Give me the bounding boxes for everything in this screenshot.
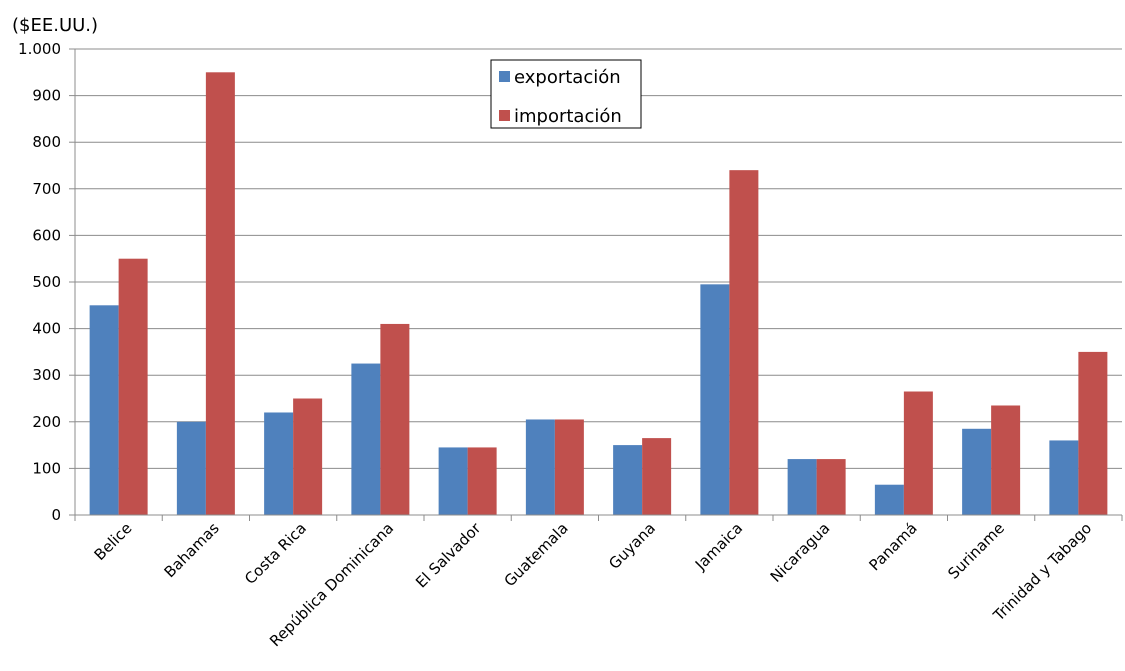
bar-exportación	[962, 428, 992, 515]
bar-importación	[1078, 351, 1108, 515]
y-tick-label: 700	[32, 180, 61, 198]
bar-importación	[729, 170, 759, 515]
bar-importación	[293, 398, 323, 515]
bar-importación	[642, 438, 672, 515]
bar-exportación	[700, 284, 730, 515]
bar-exportación	[264, 412, 294, 515]
x-tick-label: Suriname	[944, 519, 1008, 583]
x-tick-label: Trinidad y Tabago	[989, 519, 1095, 625]
y-tick-label: 500	[32, 273, 61, 291]
x-tick-label: Jamaica	[691, 519, 746, 574]
bar-exportación	[89, 305, 119, 515]
legend-entry: exportación	[514, 67, 621, 88]
x-tick-label: El Salvador	[412, 519, 485, 592]
x-tick-label: Guyana	[605, 519, 659, 573]
y-tick-label: 300	[32, 366, 61, 384]
y-tick-label: 0	[51, 506, 61, 524]
y-tick-label: 200	[32, 413, 61, 431]
x-tick-label: Costa Rica	[241, 519, 310, 588]
y-tick-label: 800	[32, 133, 61, 151]
bar-importación	[991, 405, 1021, 515]
x-tick-label: Belice	[91, 519, 136, 564]
bar-importación	[205, 72, 235, 516]
bar-exportación	[176, 421, 206, 515]
y-tick-label: 100	[32, 459, 61, 477]
bar-exportación	[1049, 440, 1079, 515]
legend-swatch	[499, 71, 510, 82]
bar-exportación	[874, 484, 904, 515]
y-tick-labels: 0 100 200 300 400 500 600 700 800 900 1.000	[18, 40, 61, 524]
bar-importación	[816, 459, 846, 515]
x-tick-label: Guatemala	[501, 519, 572, 590]
x-tick-label: Panamá	[865, 519, 920, 574]
y-tick-label: 900	[32, 87, 61, 105]
bar-exportación	[351, 363, 381, 515]
bar-exportación	[787, 459, 817, 515]
y-axis-unit-label: ($EE.UU.)	[12, 15, 98, 36]
x-tick-label: Nicaragua	[767, 519, 834, 586]
legend-entry: importación	[514, 106, 622, 127]
bars	[89, 72, 1108, 516]
bar-importación	[380, 323, 410, 515]
legend-swatch	[499, 110, 510, 121]
y-tick-label: 400	[32, 320, 61, 338]
y-tick-label: 600	[32, 226, 61, 244]
bar-importación	[903, 391, 933, 515]
bar-importación	[467, 447, 497, 515]
legend: exportación importación	[490, 59, 642, 129]
y-tick-label: 1.000	[18, 40, 61, 58]
legend-box	[490, 59, 642, 129]
x-tick-label: Bahamas	[161, 519, 223, 581]
bar-exportación	[525, 419, 555, 515]
bar-importación	[118, 258, 148, 515]
axes	[69, 48, 1123, 521]
bar-importación	[554, 419, 584, 515]
bar-exportación	[438, 447, 468, 515]
bar-exportación	[613, 445, 643, 515]
